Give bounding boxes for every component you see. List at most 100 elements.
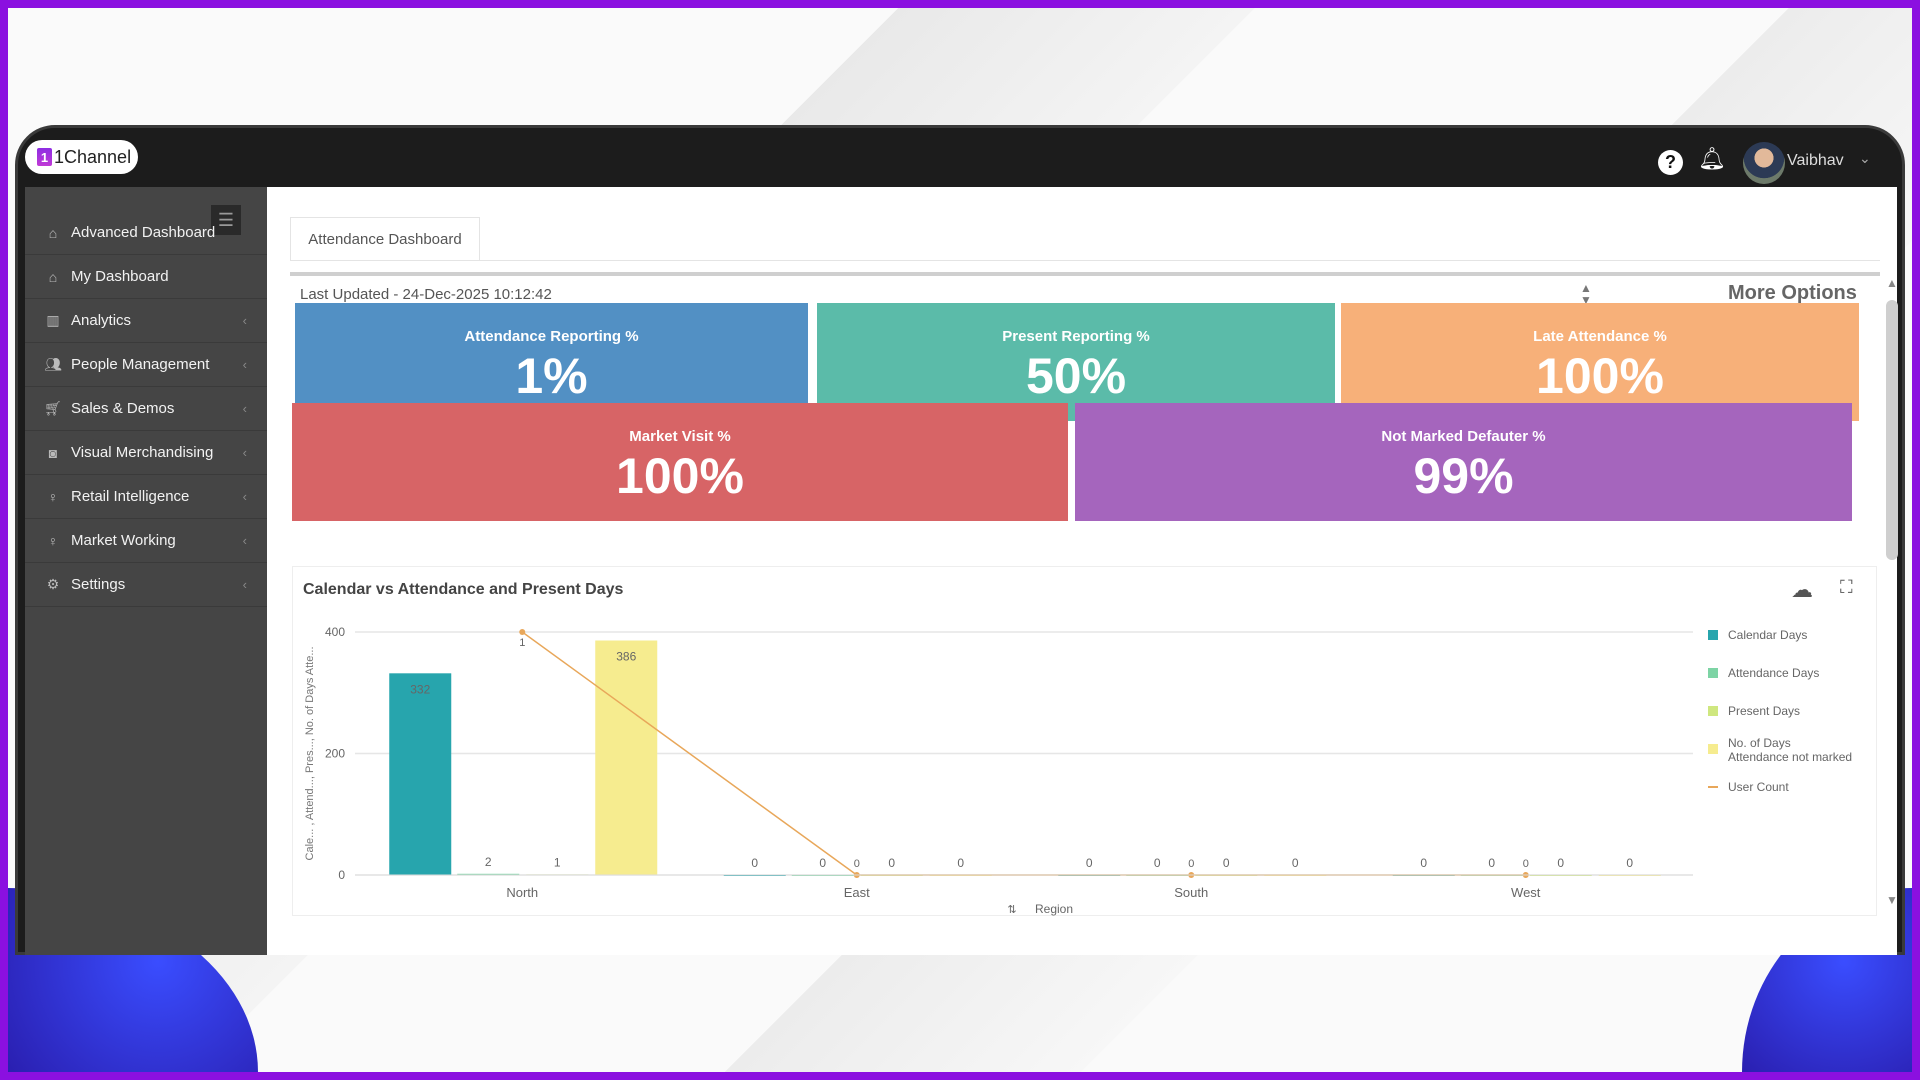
- legend-swatch: [1708, 706, 1718, 716]
- sidebar: ☰ ⌂ Advanced Dashboard ⌂ My Dashboard ▥ Analy…: [25, 187, 267, 955]
- camera-icon: ◙: [48, 444, 58, 461]
- kpi-tile[interactable]: Not Marked Defauter % 99%: [1075, 403, 1852, 521]
- chevron-left-icon: ‹: [242, 533, 247, 548]
- kpi-value: 1%: [515, 348, 588, 404]
- lightbulb-icon: ♀: [47, 532, 59, 549]
- chevron-left-icon: ‹: [242, 401, 247, 416]
- chevron-down-icon[interactable]: ⌄: [1859, 150, 1871, 166]
- kpi-tile[interactable]: Present Reporting % 50%: [817, 303, 1335, 421]
- sort-icon[interactable]: ▲ ▼: [1580, 281, 1592, 307]
- home-icon: ⌂: [48, 224, 58, 241]
- gears-icon: ⚙: [46, 576, 60, 592]
- scroll-down-icon[interactable]: ▼: [1886, 893, 1898, 907]
- kpi-tile[interactable]: Market Visit % 100%: [292, 403, 1068, 521]
- help-icon[interactable]: ?: [1658, 150, 1683, 175]
- data-label: 0: [1488, 856, 1495, 870]
- kpi-value: 100%: [1536, 348, 1664, 404]
- data-label: 0: [751, 856, 758, 870]
- scroll-up-icon[interactable]: ▲: [1886, 276, 1898, 290]
- chart-title: Calendar vs Attendance and Present Days: [303, 581, 624, 598]
- sidebar-item-people-management[interactable]: 👥︎ People Management ‹: [25, 343, 267, 387]
- legend-label: Calendar Days: [1728, 628, 1807, 642]
- sidebar-item-label: My Dashboard: [71, 268, 169, 285]
- legend-label: No. of Days Attendance not marked: [1728, 736, 1852, 764]
- y-tick-label: 200: [325, 747, 345, 761]
- legend-swatch: [1708, 744, 1718, 754]
- avatar[interactable]: [1743, 142, 1785, 184]
- sidebar-item-label: Market Working: [71, 532, 176, 549]
- tab-attendance-dashboard[interactable]: Attendance Dashboard: [290, 217, 480, 261]
- divider: [290, 260, 1880, 261]
- sort-axis-icon: ⇅: [1007, 904, 1016, 916]
- cloud-download-icon[interactable]: ☁: [1791, 577, 1813, 602]
- data-label: 386: [616, 650, 636, 664]
- data-label: 0: [1086, 856, 1093, 870]
- legend-label: User Count: [1728, 780, 1789, 794]
- legend-swatch: [1708, 630, 1718, 640]
- sidebar-item-label: Settings: [71, 576, 126, 593]
- kpi-tile[interactable]: Attendance Reporting % 1%: [295, 303, 808, 421]
- kpi-label: Present Reporting %: [1002, 328, 1150, 345]
- data-label: 332: [410, 682, 430, 696]
- fullscreen-icon[interactable]: ⛶: [1840, 577, 1853, 597]
- kpi-tile[interactable]: Late Attendance % 100%: [1341, 303, 1859, 421]
- data-label: 0: [1557, 856, 1564, 870]
- scrollbar[interactable]: ▲ ▼: [1885, 276, 1899, 913]
- chevron-left-icon: ‹: [242, 577, 247, 592]
- legend-label: Attendance Days: [1728, 666, 1819, 680]
- legend-swatch: [1708, 668, 1718, 678]
- sidebar-item-label: Visual Merchandising: [71, 444, 214, 461]
- sidebar-item-retail-intelligence[interactable]: ♀ Retail Intelligence ‹: [25, 475, 267, 519]
- logo-text: 1Channel: [54, 146, 132, 167]
- sidebar-item-advanced-dashboard[interactable]: ⌂ Advanced Dashboard: [25, 211, 267, 255]
- sidebar-item-label: Retail Intelligence: [71, 488, 190, 505]
- top-bar: 1 1Channel ? 🔔︎ Vaibhav ⌄: [25, 130, 1897, 187]
- x-tick-label: West: [1511, 885, 1541, 900]
- sidebar-item-label: Sales & Demos: [71, 400, 175, 417]
- sidebar-item-settings[interactable]: ⚙ Settings ‹: [25, 563, 267, 607]
- last-updated: Last Updated - 24-Dec-2025 10:12:42: [300, 286, 552, 303]
- sidebar-item-sales-demos[interactable]: 🛒︎ Sales & Demos ‹: [25, 387, 267, 431]
- scrollbar-thumb[interactable]: [1886, 300, 1898, 560]
- kpi-label: Not Marked Defauter %: [1381, 428, 1546, 445]
- chart-card: Calendar vs Attendance and Present Days …: [292, 566, 1877, 916]
- data-label: 0: [819, 856, 826, 870]
- chevron-left-icon: ‹: [242, 489, 247, 504]
- bar-no-of-days-attendance-not-marked: [595, 640, 658, 875]
- home-icon: ⌂: [48, 268, 58, 285]
- bar-calendar-days: [389, 673, 452, 875]
- main-content: Attendance Dashboard Last Updated - 24-D…: [267, 187, 1898, 955]
- bar-attendance-days: [457, 873, 520, 875]
- chevron-left-icon: ‹: [242, 357, 247, 372]
- line-data-label: 0: [1523, 858, 1529, 870]
- sidebar-item-visual-merchandising[interactable]: ◙ Visual Merchandising ‹: [25, 431, 267, 475]
- legend-label: Present Days: [1728, 704, 1800, 718]
- users-icon: 👥︎: [44, 356, 62, 372]
- kpi-label: Late Attendance %: [1533, 328, 1667, 345]
- dashboard-panel: Last Updated - 24-Dec-2025 10:12:42 ▲ ▼ M…: [290, 272, 1898, 916]
- user-name[interactable]: Vaibhav: [1787, 152, 1844, 169]
- x-tick-label: East: [844, 885, 870, 900]
- bell-icon[interactable]: 🔔︎: [1698, 146, 1726, 171]
- line-data-label: 0: [854, 858, 860, 870]
- sidebar-item-analytics[interactable]: ▥ Analytics ‹: [25, 299, 267, 343]
- data-label: 0: [1420, 856, 1427, 870]
- logo-mark-icon: 1: [37, 148, 52, 166]
- sidebar-item-my-dashboard[interactable]: ⌂ My Dashboard: [25, 255, 267, 299]
- y-tick-label: 400: [325, 625, 345, 639]
- data-label: 1: [554, 855, 561, 869]
- sidebar-item-label: Advanced Dashboard: [71, 224, 216, 241]
- line-point: [519, 629, 526, 635]
- more-options-label: More Options: [1728, 282, 1857, 304]
- logo[interactable]: 1 1Channel: [25, 140, 138, 174]
- sidebar-item-label: Analytics: [71, 312, 132, 329]
- data-label: 0: [957, 856, 964, 870]
- menu-toggle-icon[interactable]: ☰: [211, 205, 241, 235]
- sidebar-item-market-working[interactable]: ♀ Market Working ‹: [25, 519, 267, 563]
- kpi-label: Market Visit %: [629, 428, 731, 445]
- data-label: 0: [1154, 856, 1161, 870]
- x-tick-label: North: [506, 885, 538, 900]
- cart-icon: 🛒︎: [44, 400, 62, 416]
- kpi-value: 50%: [1025, 348, 1127, 404]
